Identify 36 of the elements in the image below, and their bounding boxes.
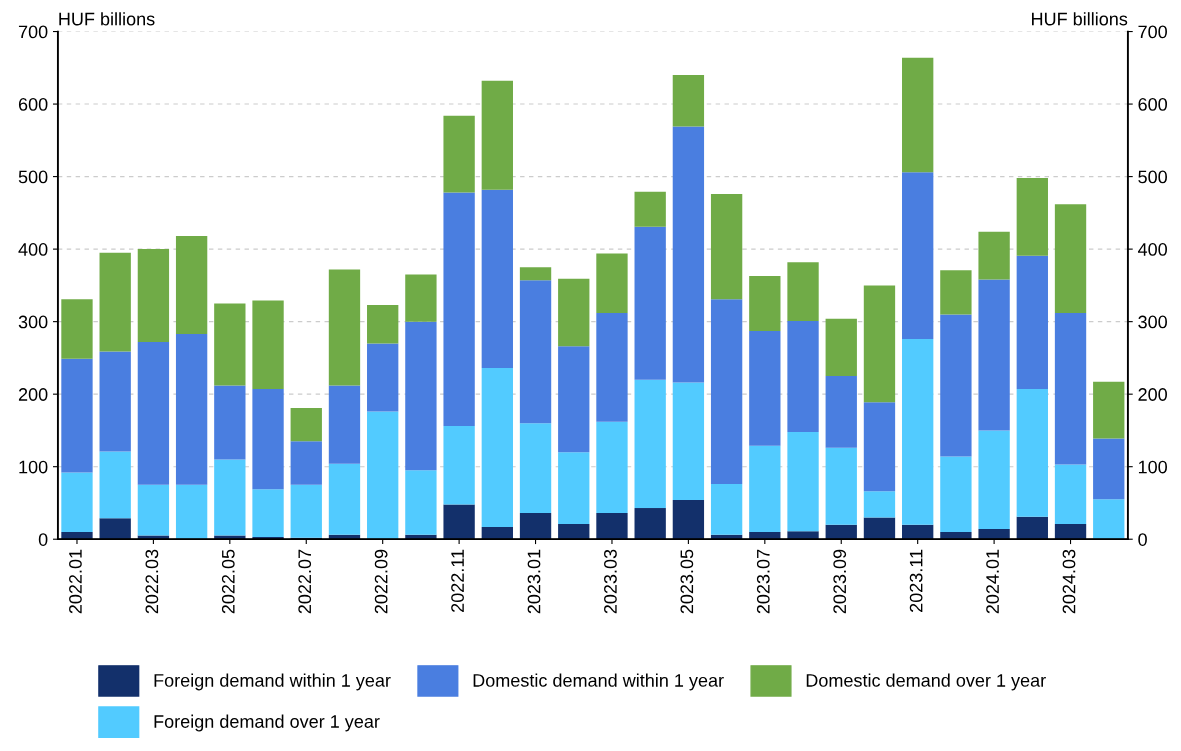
x-tick-label: 2023.03	[604, 549, 617, 614]
x-tick-label: 2022.01	[69, 549, 82, 614]
x-tick-label: 2023.07	[756, 549, 770, 614]
x-tick-label: 2023.09	[833, 549, 847, 614]
y-tick-label: 500	[18, 170, 48, 184]
x-tick-label: 2022.05	[221, 549, 235, 614]
x-tick-label: 2023.11	[909, 549, 923, 612]
y-tick-label: 700	[18, 25, 48, 39]
y-tick-label: 600	[18, 98, 48, 111]
y2-tick-label: 200	[1138, 388, 1167, 401]
y2-tick-label: 500	[1138, 170, 1167, 184]
y2-axis-title: HUF billions	[1032, 12, 1128, 26]
y-tick-label: 300	[18, 315, 48, 329]
y2-tick-label: 600	[1138, 98, 1167, 111]
x-tick-label: 2024.01	[986, 549, 999, 614]
legend-label: Domestic demand over 1 year	[806, 673, 1046, 691]
x-tick-label: 2023.01	[527, 549, 541, 614]
legend-label: Foreign demand within 1 year	[154, 673, 391, 691]
x-tick-label: 2023.05	[680, 549, 694, 614]
legend-label: Foreign demand over 1 year	[154, 714, 380, 732]
y-tick-label: 100	[19, 460, 48, 474]
x-tick-label: 2022.03	[145, 549, 159, 614]
y-tick-label: 200	[18, 388, 48, 401]
y-axis-title: HUF billions	[59, 12, 155, 26]
x-tick-label: 2024.03	[1062, 549, 1076, 614]
y2-tick-label: 700	[1138, 25, 1167, 39]
x-tick-label: 2022.07	[298, 549, 312, 614]
y2-tick-label: 400	[1137, 243, 1167, 256]
y-tick-label: 0	[38, 533, 48, 546]
x-tick-label: 2022.09	[374, 549, 388, 614]
y-tick-label: 400	[18, 243, 48, 256]
y2-tick-label: 300	[1138, 315, 1167, 329]
x-tick-label: 2022.11	[451, 549, 464, 612]
legend-label: Domestic demand within 1 year	[473, 673, 724, 691]
y2-tick-label: 0	[1138, 533, 1147, 546]
y2-tick-label: 100	[1138, 460, 1167, 474]
